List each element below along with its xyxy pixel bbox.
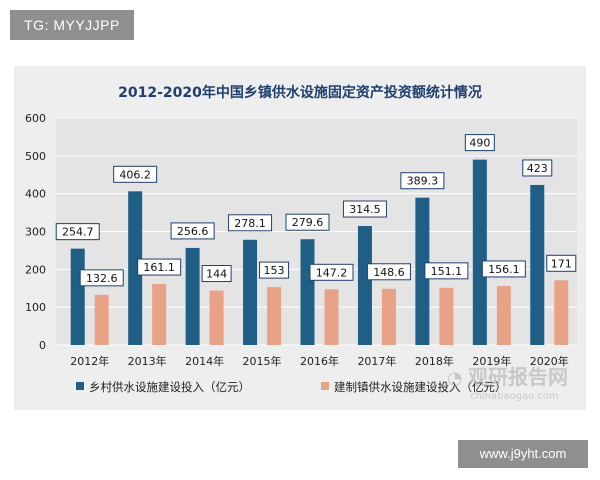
x-tick-label: 2014年 <box>185 354 224 368</box>
y-axis: 0 100 200 300 400 500 600 <box>25 112 46 352</box>
x-tick-label: 2017年 <box>357 354 396 368</box>
data-label: 147.2 <box>316 266 348 279</box>
bar <box>243 239 258 345</box>
bar <box>439 287 454 345</box>
bars <box>70 159 569 345</box>
y-tick-label: 500 <box>25 150 46 163</box>
data-label: 406.2 <box>119 168 151 181</box>
data-label: 278.1 <box>234 217 266 230</box>
legend-swatch <box>321 382 329 390</box>
bar <box>381 288 396 345</box>
data-label-box <box>424 262 469 280</box>
bar <box>415 197 430 345</box>
data-label: 389.3 <box>407 175 439 188</box>
x-tick-label: 2015年 <box>243 354 282 368</box>
bar <box>70 248 85 345</box>
bar <box>324 289 339 345</box>
watermark-main: 观研报告网 <box>468 365 568 389</box>
data-label-box <box>342 200 387 218</box>
data-labels: 254.7 132.6 406.2 161.1 256.6 144 278.1 153 279.… <box>55 134 577 287</box>
data-label-box <box>546 254 577 272</box>
legend: 乡村供水设施建设投入（亿元） 建制镇供水设施建设投入（亿元） <box>76 380 507 394</box>
data-label-box <box>522 159 553 177</box>
data-label-box <box>481 260 526 278</box>
data-label: 279.6 <box>292 216 324 229</box>
data-label-box <box>55 223 100 241</box>
y-tick-label: 600 <box>25 112 46 125</box>
watermark: ◔ 观研报告网 chinabaogao.com <box>447 365 568 402</box>
watermark-logo-icon: ◔ <box>447 368 463 389</box>
bar <box>357 226 372 345</box>
x-tick-label: 2018年 <box>415 354 454 368</box>
data-label-box <box>228 214 273 232</box>
data-label-box <box>201 265 232 283</box>
bar <box>209 290 224 345</box>
bar <box>94 294 109 345</box>
x-tick-label: 2012年 <box>70 354 109 368</box>
data-label-box <box>113 165 158 183</box>
data-label: 161.1 <box>143 261 175 274</box>
bar <box>267 287 282 345</box>
bar <box>530 184 545 345</box>
bar <box>128 191 143 345</box>
data-label: 423 <box>527 162 548 175</box>
data-label-box <box>79 269 124 287</box>
data-label: 151.1 <box>431 265 463 278</box>
data-label-box <box>309 263 354 281</box>
data-label: 148.6 <box>373 266 405 279</box>
bar <box>554 280 569 345</box>
data-label-box <box>285 213 330 231</box>
y-tick-label: 400 <box>25 188 46 201</box>
y-tick-label: 0 <box>39 339 46 352</box>
legend-swatch <box>76 382 84 390</box>
data-label: 254.7 <box>62 226 94 239</box>
y-tick-label: 300 <box>25 226 46 239</box>
data-label: 314.5 <box>349 203 381 216</box>
data-label-box <box>366 263 411 281</box>
legend-label: 乡村供水设施建设投入（亿元） <box>89 380 250 394</box>
bar <box>300 239 315 345</box>
data-label: 153 <box>264 264 285 277</box>
data-label-box <box>137 258 182 276</box>
data-label: 132.6 <box>86 272 118 285</box>
bar <box>496 285 511 345</box>
data-label-box <box>259 261 290 279</box>
data-label-box <box>400 172 445 190</box>
x-tick-label: 2020年 <box>530 354 569 368</box>
data-label: 144 <box>206 268 227 281</box>
x-tick-label: 2016年 <box>300 354 339 368</box>
x-axis: 2012年 2013年 2014年 2015年 2016年 2017年 2018年 2019年… <box>70 354 569 368</box>
data-label-box <box>464 134 495 152</box>
watermark-sub: chinabaogao.com <box>470 391 559 402</box>
bar <box>472 159 487 345</box>
data-label: 156.1 <box>488 263 520 276</box>
y-tick-label: 200 <box>25 263 46 276</box>
chart-title: 2012-2020年中国乡镇供水设施固定资产投资额统计情况 <box>118 84 482 101</box>
legend-label: 建制镇供水设施建设投入（亿元） <box>334 380 507 394</box>
data-label: 490 <box>469 137 490 150</box>
y-tick-label: 100 <box>25 301 46 314</box>
x-tick-label: 2019年 <box>472 354 511 368</box>
data-label-box <box>170 222 215 240</box>
top-watermark-tag: TG: MYYJJPP <box>10 10 134 40</box>
bar <box>185 247 200 345</box>
bottom-watermark-tag: www.j9yht.com <box>458 440 588 468</box>
x-tick-label: 2013年 <box>128 354 167 368</box>
data-label: 256.6 <box>177 225 209 238</box>
data-label: 171 <box>551 257 572 270</box>
bar <box>152 284 167 345</box>
